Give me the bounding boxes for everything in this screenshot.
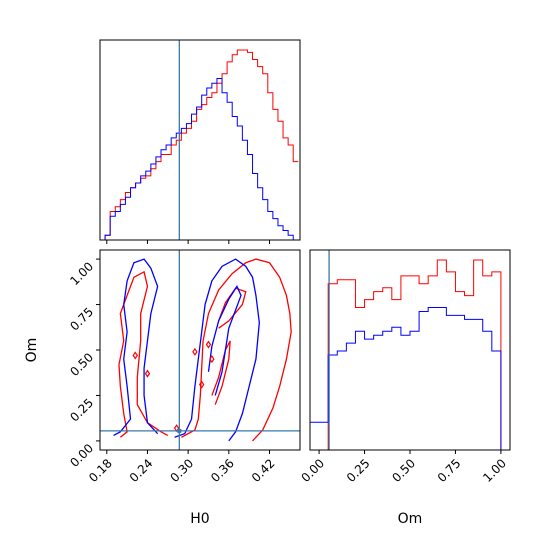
- h0-hist-frame: [99, 39, 301, 241]
- h0-xtick-label-2: 0.30: [167, 456, 196, 485]
- contour-marker-3: [205, 340, 212, 349]
- om-ytick-label-0: 0.00: [67, 441, 96, 470]
- h0-xtick-label-4: 0.42: [249, 456, 278, 485]
- contour-marker-1: [144, 369, 151, 378]
- om-ytick-label-3: 0.75: [67, 305, 96, 334]
- om-hist-blue: [310, 307, 510, 451]
- contour-blue-2: [207, 284, 242, 396]
- om-axis-label: Om: [398, 511, 423, 527]
- h0-axis-label: H0: [190, 511, 209, 527]
- om-ytick-label-4: 1.00: [67, 259, 96, 288]
- contour-marker-5: [198, 380, 205, 389]
- contour-red-3: [211, 340, 231, 405]
- h0-hist-blue: [100, 78, 299, 241]
- h0-xtick-label-0: 0.18: [86, 456, 115, 485]
- om-xtick-label-2: 0.50: [389, 456, 418, 485]
- om-xtick-label-1: 0.25: [344, 456, 373, 485]
- om-ytick-label-2: 0.50: [67, 350, 96, 379]
- contour-red-2: [218, 287, 247, 329]
- om-xtick-label-0: 0.00: [298, 456, 327, 485]
- om-xtick-label-4: 1.00: [480, 456, 509, 485]
- contour-red-0: [118, 270, 169, 438]
- contour-marker-4: [209, 355, 215, 364]
- om-xtick-label-3: 0.75: [435, 456, 464, 485]
- h0-xtick-label-3: 0.36: [208, 456, 237, 485]
- om-hist-red: [310, 259, 510, 451]
- contour-blue-0: [113, 258, 159, 437]
- om-ytick-label-1: 0.25: [67, 396, 96, 425]
- h0-xtick-label-1: 0.24: [127, 456, 156, 485]
- contour-marker-0: [132, 351, 138, 360]
- contour-marker-2: [192, 347, 198, 356]
- om-y-axis-label: Om: [24, 338, 40, 363]
- contour-blue-1: [174, 258, 260, 442]
- truth-point-2d: [177, 428, 182, 433]
